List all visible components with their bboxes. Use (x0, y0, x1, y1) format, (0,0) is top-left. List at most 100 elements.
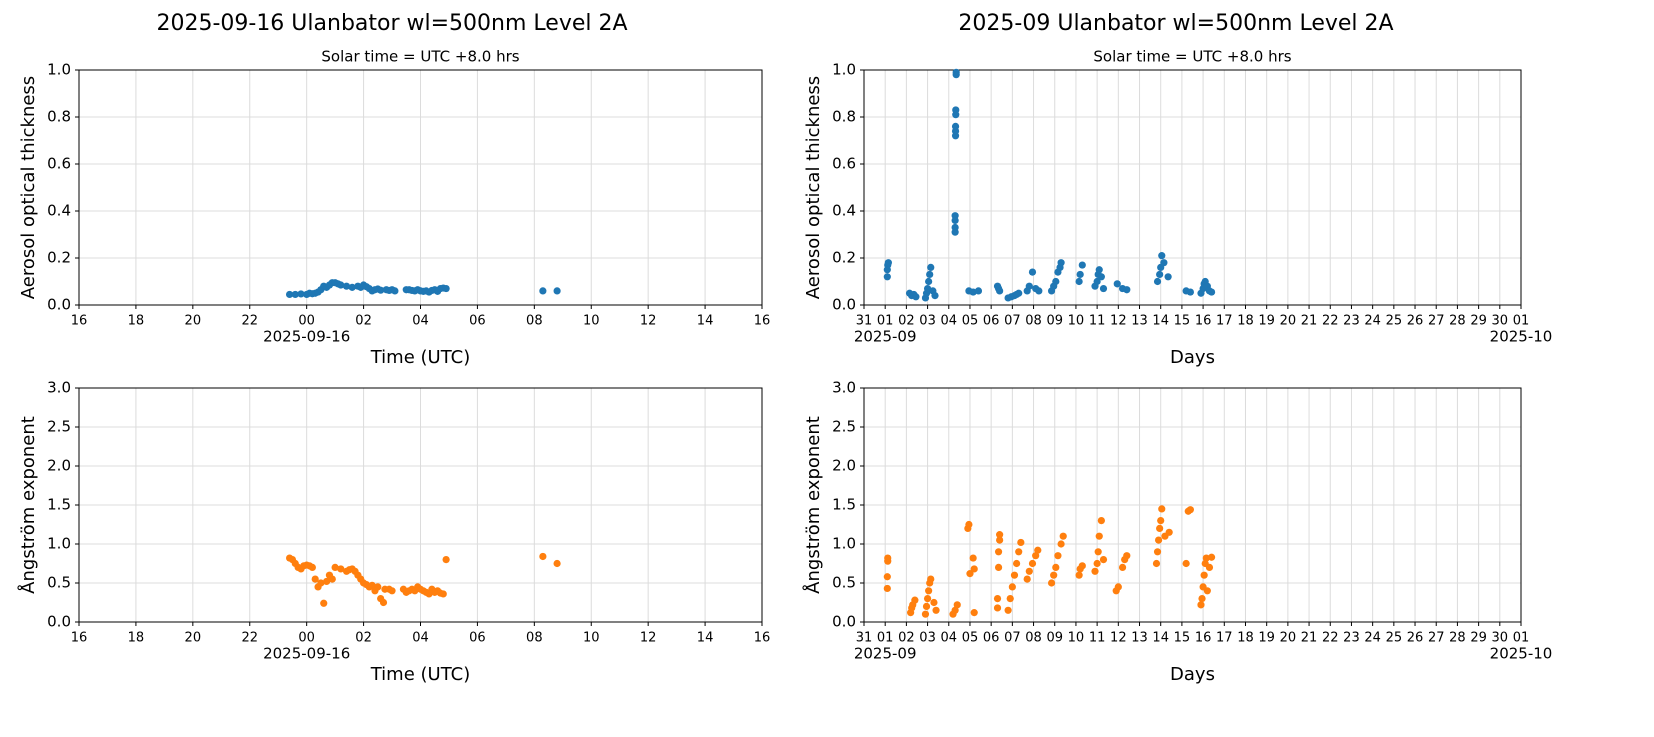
point (1160, 259, 1168, 267)
point (1157, 517, 1165, 525)
x-tick-label: 10 (1068, 314, 1085, 329)
point (993, 604, 1002, 612)
x-tick-label: 14 (697, 631, 714, 646)
x-tick-label: 15 (1174, 314, 1191, 329)
point (1095, 266, 1103, 274)
point (932, 606, 940, 614)
point (1114, 583, 1122, 591)
x-tick-label: 12 (1110, 631, 1127, 646)
x-tick-label: 25 (1386, 314, 1403, 329)
y-tick-label: 3.0 (832, 379, 856, 397)
x-tick-label: 05 (962, 631, 979, 646)
y-tick-label: 0.6 (832, 155, 856, 173)
x-tick-label: 06 (983, 314, 1000, 329)
x-tick-label: 05 (962, 314, 979, 329)
point (1035, 287, 1043, 295)
y-tick-label: 1.0 (47, 61, 71, 79)
point (925, 587, 933, 595)
point (1078, 261, 1086, 269)
x-tick-label: 14 (1152, 631, 1169, 646)
point (1023, 575, 1031, 583)
x-tick-label: 24 (1364, 314, 1381, 329)
point (328, 575, 336, 583)
x-tick-label: 09 (1046, 631, 1063, 646)
point (320, 599, 328, 607)
point (331, 563, 339, 572)
x-tick-label: 27 (1428, 631, 1445, 646)
point (1200, 571, 1208, 579)
x-axis-label: Time (UTC) (370, 347, 471, 368)
point (1015, 548, 1023, 556)
x-tick-label: 13 (1131, 314, 1148, 329)
point (1010, 571, 1019, 579)
x-offset-label: 2025-10 (1490, 645, 1553, 663)
point (994, 548, 1003, 556)
point (379, 598, 388, 607)
point (927, 575, 935, 583)
point (1207, 553, 1216, 561)
point (925, 277, 933, 286)
x-tick-label: 18 (1237, 631, 1254, 646)
point (1153, 277, 1162, 286)
point (1032, 552, 1040, 560)
x-tick-label: 04 (412, 314, 429, 329)
x-tick-label: 30 (1492, 631, 1509, 646)
point (927, 263, 935, 271)
point (1047, 579, 1056, 587)
x-tick-label: 20 (1280, 631, 1297, 646)
point (1097, 273, 1105, 281)
x-tick-label: 15 (1174, 631, 1191, 646)
point (931, 292, 939, 300)
point (951, 606, 959, 614)
point (996, 531, 1004, 539)
subtitle: Solar time = UTC +8.0 hrs (1093, 48, 1291, 66)
point (374, 583, 382, 591)
point (442, 556, 450, 564)
x-tick-label: 26 (1407, 314, 1424, 329)
point (1008, 583, 1016, 591)
x-tick-label: 27 (1428, 314, 1445, 329)
point (1052, 563, 1060, 572)
x-tick-label: 21 (1301, 631, 1318, 646)
point (994, 563, 1003, 572)
x-offset-label: 2025-09-16 (263, 328, 350, 346)
subtitle: Solar time = UTC +8.0 hrs (321, 48, 519, 66)
point (1012, 559, 1021, 568)
point (391, 287, 399, 295)
point (970, 565, 978, 573)
x-tick-label: 12 (640, 314, 657, 329)
point (439, 590, 447, 598)
x-tick-label: 28 (1449, 314, 1466, 329)
point (969, 554, 977, 562)
x-tick-label: 04 (941, 314, 958, 329)
x-tick-label: 07 (1004, 631, 1021, 646)
point (1028, 268, 1037, 276)
x-tick-label: 20 (1280, 314, 1297, 329)
y-tick-label: 0.6 (47, 155, 71, 173)
point (1078, 562, 1086, 570)
point (1054, 552, 1062, 560)
point (1156, 524, 1164, 533)
point (311, 575, 319, 583)
x-tick-label: 12 (1110, 314, 1127, 329)
plot-frame (863, 387, 1522, 623)
point (1076, 270, 1084, 279)
chart-title: 2025-09 Ulanbator wl=500nm Level 2A (958, 11, 1393, 36)
y-axis-label: Ångström exponent (802, 416, 824, 594)
x-tick-label: 22 (241, 314, 258, 329)
point (1186, 288, 1194, 296)
x-tick-label: 31 (856, 314, 873, 329)
point (911, 596, 919, 604)
x-tick-label: 18 (128, 314, 145, 329)
point (1097, 517, 1105, 525)
x-axis-label: Days (1170, 347, 1215, 368)
point (1052, 277, 1060, 286)
point (1025, 282, 1033, 290)
x-tick-label: 08 (1025, 314, 1042, 329)
y-axis-label: Aerosol optical thickness (803, 76, 824, 299)
x-tick-label: 09 (1046, 314, 1063, 329)
point (1004, 606, 1012, 614)
point (883, 273, 891, 281)
point (974, 287, 983, 295)
y-tick-label: 0.0 (47, 296, 71, 314)
